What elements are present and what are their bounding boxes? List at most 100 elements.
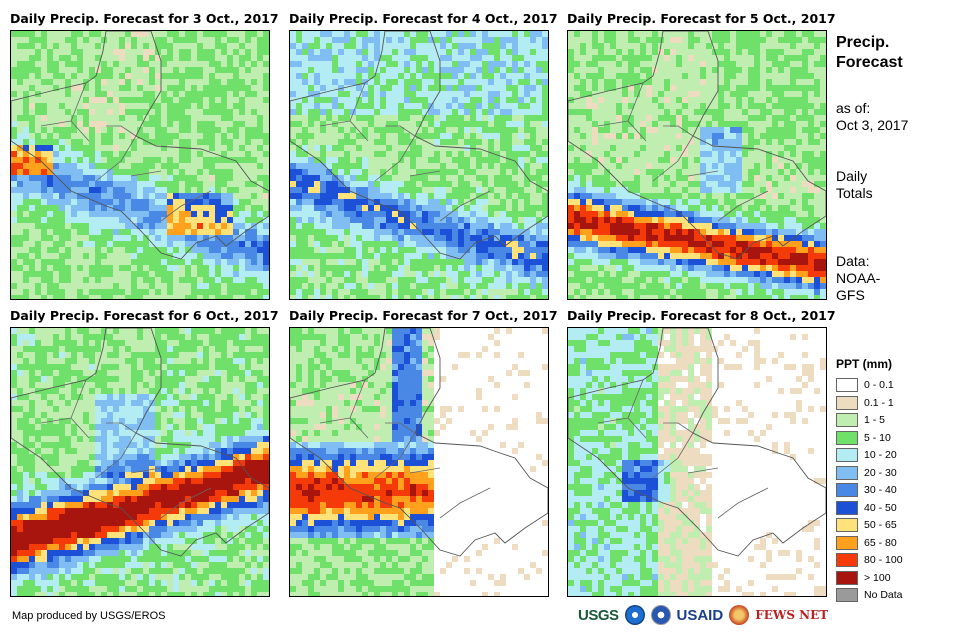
country-border [106,422,137,434]
panel-title-oct7: Daily Precip. Forecast for 7 Oct., 2017 [289,308,558,323]
country-border [385,422,416,434]
legend-swatch [836,535,858,550]
panel-title-oct5: Daily Precip. Forecast for 5 Oct., 2017 [567,11,836,26]
coastline [568,31,826,260]
legend-label: 50 - 65 [864,519,897,531]
map-panel-oct3 [10,30,270,300]
legend-item: > 100 [836,570,891,586]
country-border [385,125,416,137]
usgs-logo: USGS [578,606,619,624]
country-border [40,417,72,424]
noaa-logo-icon [624,605,645,625]
legend-swatch [836,395,858,410]
panel-title-oct3: Daily Precip. Forecast for 3 Oct., 2017 [10,11,279,26]
map-panel-oct4 [289,30,549,300]
nasa-logo-icon [650,605,671,625]
totals-line1: Daily [836,168,868,184]
legend-label: 5 - 10 [864,431,891,444]
legend-item: 30 - 40 [836,482,897,498]
legend-item: 40 - 50 [836,500,897,516]
country-border [95,135,137,182]
precip-raster [568,31,826,299]
coastline [290,31,548,260]
panel-title-oct8: Daily Precip. Forecast for 8 Oct., 2017 [567,308,836,323]
panel-title-oct4: Daily Precip. Forecast for 4 Oct., 2017 [289,11,558,26]
legend-swatch [836,570,858,585]
legend-swatch [836,413,858,427]
map-panel-oct7 [289,327,549,597]
country-border [374,432,416,479]
map-panel-oct5 [567,30,827,300]
country-border [130,467,162,474]
precip-raster [568,328,826,596]
legend-swatch [836,465,858,480]
country-border [652,432,694,479]
country-border [687,467,719,474]
sidebar-title-line2: Forecast [836,54,903,71]
map-panel-oct6 [10,327,270,597]
totals-note: Daily Totals [836,168,873,202]
country-border [95,432,137,479]
totals-line2: Totals [836,185,873,201]
legend-label: 30 - 40 [864,484,897,496]
legend-title: PPT (mm) [836,357,893,371]
legend-swatch [836,553,858,567]
legend-item: 20 - 30 [836,465,897,481]
legend-item: 0 - 0.1 [836,377,894,393]
legend-item: 80 - 100 [836,552,903,568]
precip-raster [290,31,548,299]
coastline [11,31,269,260]
country-border [597,417,629,424]
legend-label: 1 - 5 [864,414,886,426]
country-border [106,125,137,137]
panel-title-oct6: Daily Precip. Forecast for 6 Oct., 2017 [10,308,279,323]
country-border [409,467,441,474]
fews-net-globe-icon [729,605,750,625]
legend-swatch [836,483,858,497]
sidebar-title: Precip. Forecast [836,33,903,73]
legend-swatch [836,378,858,392]
legend-swatch [836,500,858,515]
legend-swatch [836,588,858,602]
country-border [439,487,491,519]
country-border [160,487,212,519]
fews-net-logo: FEWS NET [755,608,829,622]
data-source-line1: Data: [836,253,870,269]
country-border [40,120,72,127]
as-of-value: Oct 3, 2017 [836,117,909,133]
legend-item: 10 - 20 [836,447,897,463]
country-border [717,190,769,222]
country-border [652,135,694,182]
country-border [663,125,694,137]
country-border [130,170,162,177]
country-border [687,170,719,177]
legend-item: 5 - 10 [836,430,891,446]
coastline [11,328,269,557]
coastline [290,328,548,557]
legend-label: 40 - 50 [864,501,897,514]
legend-swatch [836,448,858,462]
country-border [597,120,629,127]
legend-label: 65 - 80 [864,536,897,549]
legend-label: 0.1 - 1 [864,396,894,409]
precip-raster [290,328,548,596]
legend-item: No Data [836,587,903,603]
country-border [319,417,351,424]
country-border [439,190,491,222]
legend-swatch [836,430,858,445]
logo-strip: USGS USAID FEWS NET [578,602,828,628]
country-border [160,190,212,222]
data-source-line3: GFS [836,287,865,303]
country-border [663,422,694,434]
legend-label: 80 - 100 [864,554,903,566]
as-of-label: as of: [836,100,871,116]
legend-label: No Data [864,589,903,601]
country-border [374,135,416,182]
as-of-date: as of: Oct 3, 2017 [836,100,908,134]
country-border [717,487,769,519]
data-source-line2: NOAA- [836,270,881,286]
precip-raster [11,31,269,299]
sidebar-title-line1: Precip. [836,34,890,51]
usaid-logo: USAID [676,606,724,624]
legend-item: 65 - 80 [836,535,897,551]
